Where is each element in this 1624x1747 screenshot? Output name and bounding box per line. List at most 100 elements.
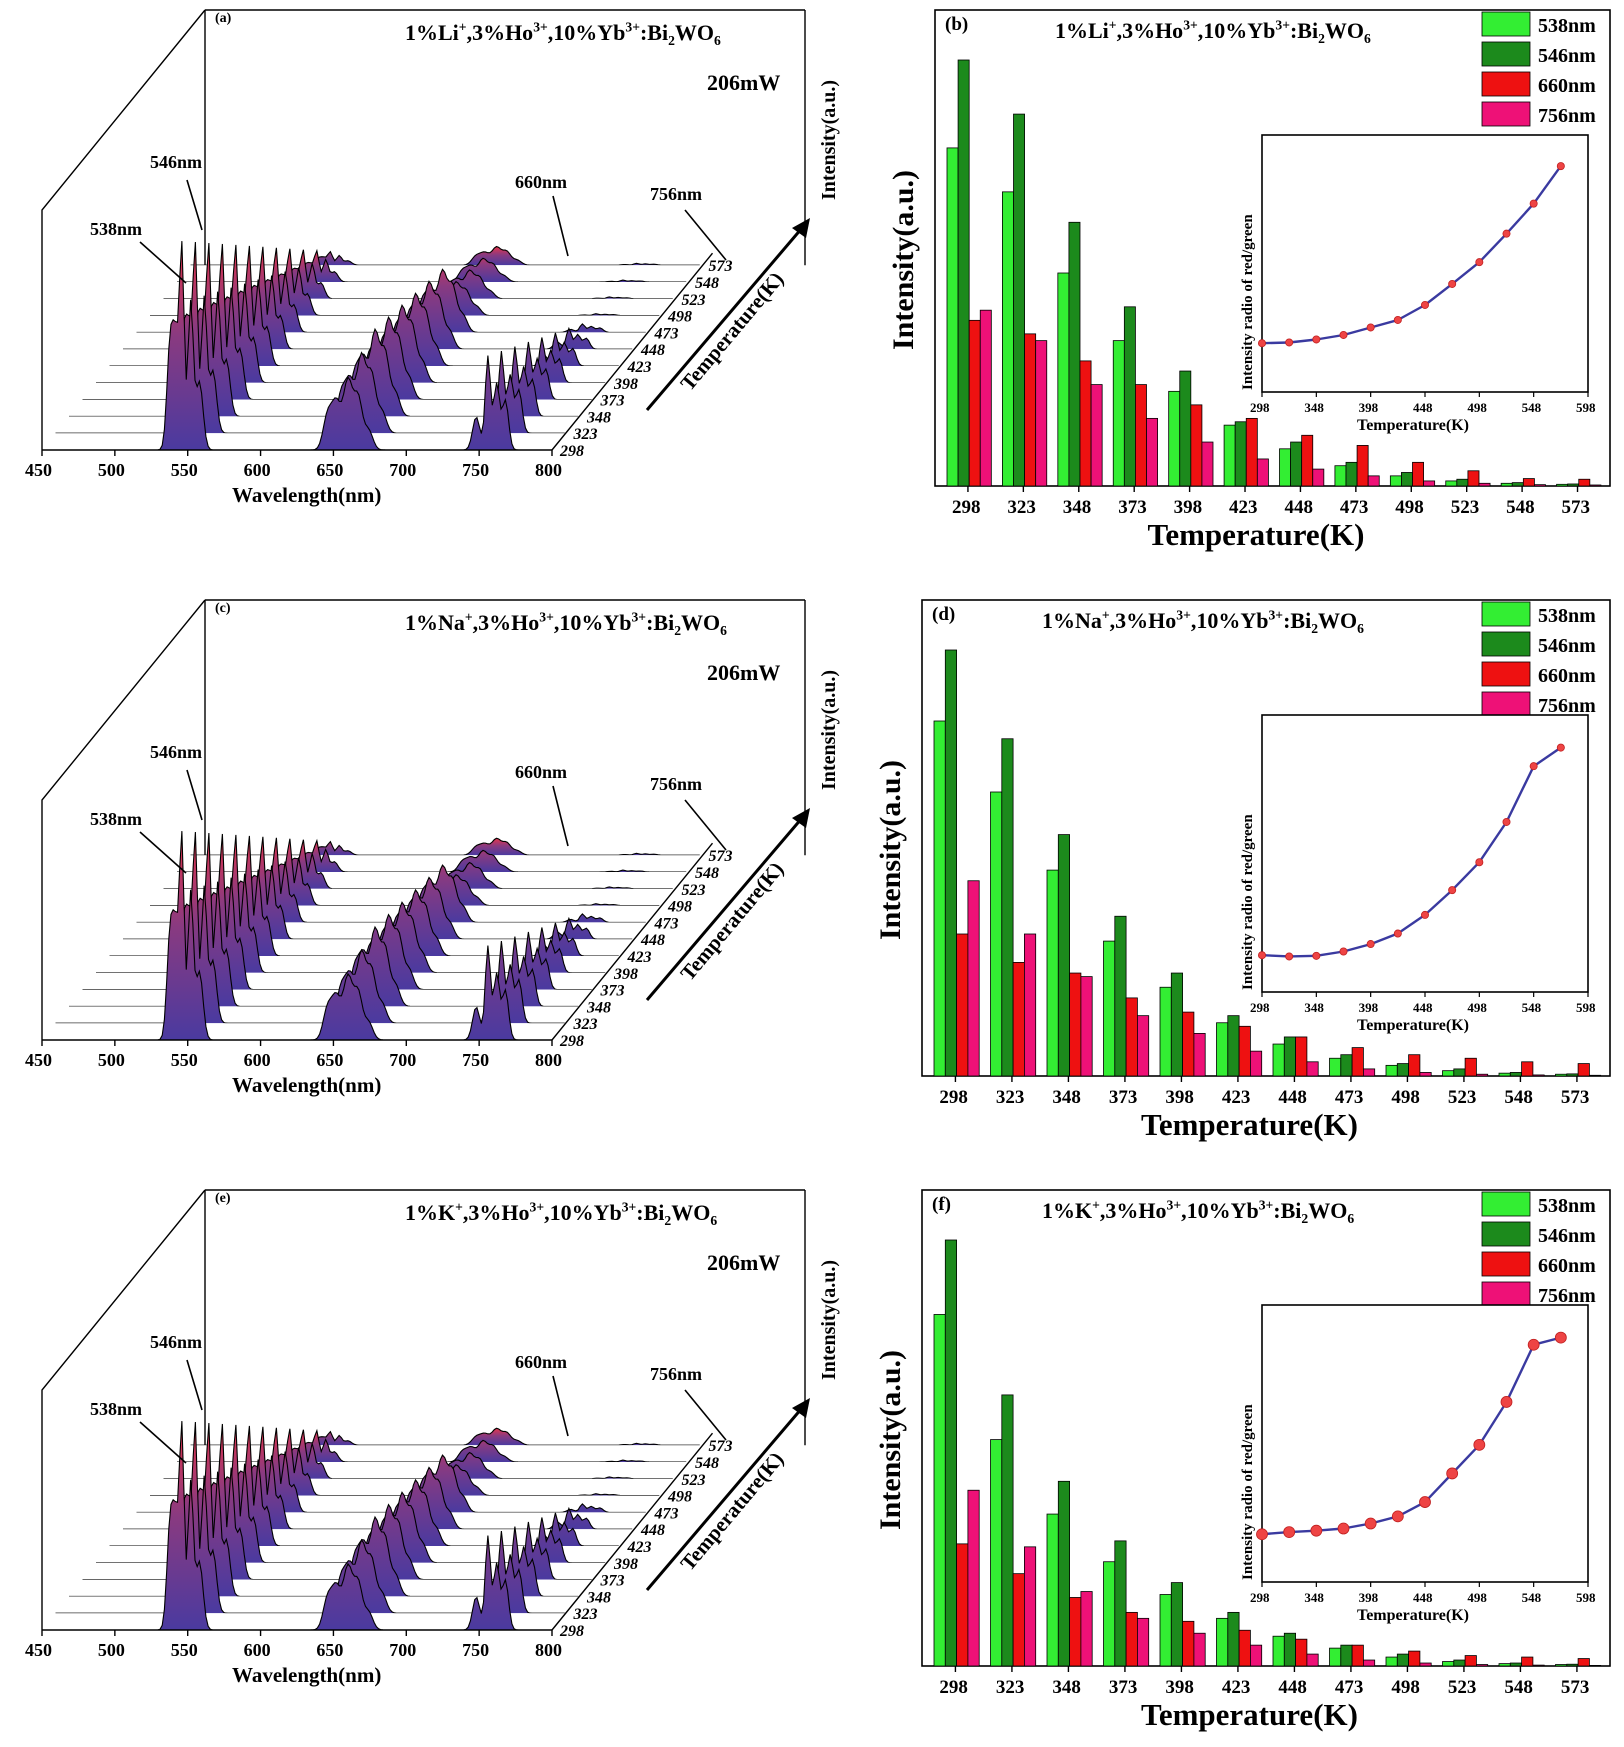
x-tick-label: 450	[25, 1640, 52, 1660]
y-axis-title: Intensity(a.u.)	[874, 760, 907, 940]
peak-label-546: 546nm	[150, 152, 202, 172]
inset-curve	[1261, 165, 1562, 345]
inset-x-tick-label: 398	[1359, 400, 1379, 415]
bar-546nm-423	[1234, 421, 1247, 487]
peak-label-538: 538nm	[90, 809, 142, 829]
inset-y-title: Intensity radio of red/green	[1240, 1404, 1256, 1580]
z-tick-label: 498	[667, 1489, 692, 1506]
x-axis-title: Temperature(K)	[1148, 517, 1365, 552]
bar-756nm-548	[1532, 1074, 1545, 1077]
inset-x-tick-label: 598	[1576, 1000, 1596, 1015]
legend-swatch-538nm	[1481, 11, 1531, 37]
bar-546nm-373	[1123, 306, 1136, 487]
bar-660nm-473	[1356, 445, 1369, 487]
bar-660nm-373	[1135, 384, 1147, 487]
peak-arrow	[684, 209, 727, 261]
panel-title: 1%Na+,3%Ho3+,10%Yb3+:Bi2WO6	[1042, 608, 1364, 636]
x-tick-label: 348	[1052, 1087, 1081, 1108]
bar-660nm-373	[1125, 997, 1138, 1077]
bar-538nm-323	[990, 791, 1003, 1077]
z-tick-label: 323	[573, 1016, 598, 1033]
x-tick-label: 700	[389, 1640, 416, 1660]
panel-letter: (c)	[215, 601, 231, 616]
x-tick-label: 450	[25, 460, 52, 480]
peak-arrow	[552, 1375, 569, 1437]
bar-538nm-398	[1159, 1594, 1172, 1667]
bar-panel-f: 298 323 348 373 398 423 448 473 498 523 548 573 Temp…	[874, 1189, 1611, 1732]
bar-546nm-348	[1057, 1480, 1071, 1667]
inset-x-tick-label: 548	[1522, 1000, 1542, 1015]
bar-756nm-498	[1419, 1072, 1432, 1077]
frame-left-edge	[41, 1189, 206, 1630]
x-tick-label: 523	[1451, 497, 1480, 518]
bar-660nm-348	[1069, 972, 1082, 1077]
bar-538nm-348	[1057, 272, 1070, 487]
bar-546nm-523	[1453, 1068, 1466, 1077]
inset-x-tick-label: 348	[1304, 1590, 1324, 1605]
inset-point	[1446, 1467, 1459, 1480]
inset-x-tick-label: 398	[1359, 1000, 1379, 1015]
z-tick-label: 298	[559, 1623, 584, 1640]
z-tick-label: 523	[682, 882, 706, 899]
inset-x-tick-label: 398	[1359, 1590, 1379, 1605]
panel-letter: (f)	[932, 1194, 951, 1215]
y-axis-title: Intensity(a.u.)	[874, 1350, 907, 1530]
bar-660nm-498	[1408, 1054, 1421, 1077]
legend-label-660nm: 660nm	[1538, 1255, 1596, 1277]
x-tick-label: 398	[1174, 497, 1203, 518]
z-tick-label: 298	[559, 443, 584, 460]
temperature-arrow	[645, 1407, 804, 1591]
x-tick-label: 500	[98, 1050, 125, 1070]
bar-538nm-573	[1555, 1664, 1568, 1667]
bar-660nm-523	[1464, 1057, 1477, 1077]
bar-546nm-498	[1396, 1063, 1410, 1077]
x-tick-label: 473	[1335, 1677, 1364, 1698]
bar-756nm-373	[1137, 1617, 1150, 1667]
legend-swatch-546nm	[1481, 1221, 1531, 1247]
bar-538nm-473	[1334, 465, 1347, 487]
x-tick-label: 373	[1109, 1677, 1138, 1698]
inset-curve	[1261, 746, 1562, 958]
bar-546nm-448	[1290, 441, 1303, 487]
bar-756nm-398	[1193, 1033, 1206, 1077]
inset-point	[1556, 162, 1565, 171]
inset-x-tick-label: 448	[1413, 1000, 1433, 1015]
z-tick-label: 323	[573, 1606, 598, 1623]
bar-660nm-323	[1012, 1573, 1025, 1667]
bar-546nm-548	[1509, 1072, 1523, 1077]
legend-swatch-546nm	[1481, 631, 1531, 657]
bar-546nm-448	[1283, 1036, 1297, 1077]
bar-546nm-523	[1456, 478, 1469, 487]
intensity-axis-title: Intensity(a.u.)	[818, 80, 840, 200]
z-axis-line	[551, 1432, 714, 1631]
bar-660nm-523	[1464, 1655, 1477, 1667]
bar-660nm-398	[1190, 404, 1203, 487]
bar-538nm-323	[990, 1439, 1003, 1667]
z-tick-label: 548	[695, 1455, 719, 1472]
bar-660nm-398	[1182, 1011, 1195, 1077]
z-tick-label: 323	[573, 426, 598, 443]
bar-538nm-423	[1216, 1617, 1229, 1667]
spectrum-line	[190, 245, 700, 266]
inset-point	[1556, 743, 1565, 752]
bar-756nm-523	[1478, 482, 1491, 487]
inset-point	[1527, 1338, 1540, 1351]
x-tick-label: 650	[316, 1050, 343, 1070]
z-axis-title: Temperature(K)	[675, 1447, 788, 1575]
inset-x-tick-label: 598	[1576, 400, 1596, 415]
z-tick-label: 573	[709, 848, 733, 865]
inset-x-tick-label: 348	[1304, 400, 1324, 415]
bar-538nm-523	[1442, 1661, 1455, 1667]
peak-arrow	[186, 179, 203, 231]
bar-546nm-323	[1013, 113, 1025, 487]
x-tick-label: 800	[535, 1640, 562, 1660]
arrow-head	[792, 218, 810, 238]
bar-660nm-348	[1069, 1597, 1082, 1667]
inset-point	[1366, 940, 1375, 949]
x-tick-label: 448	[1278, 1087, 1307, 1108]
bar-660nm-448	[1295, 1638, 1308, 1667]
inset-point	[1554, 1331, 1567, 1344]
peak-arrow	[684, 799, 727, 851]
bar-546nm-473	[1345, 461, 1358, 487]
inset-point	[1475, 858, 1484, 867]
